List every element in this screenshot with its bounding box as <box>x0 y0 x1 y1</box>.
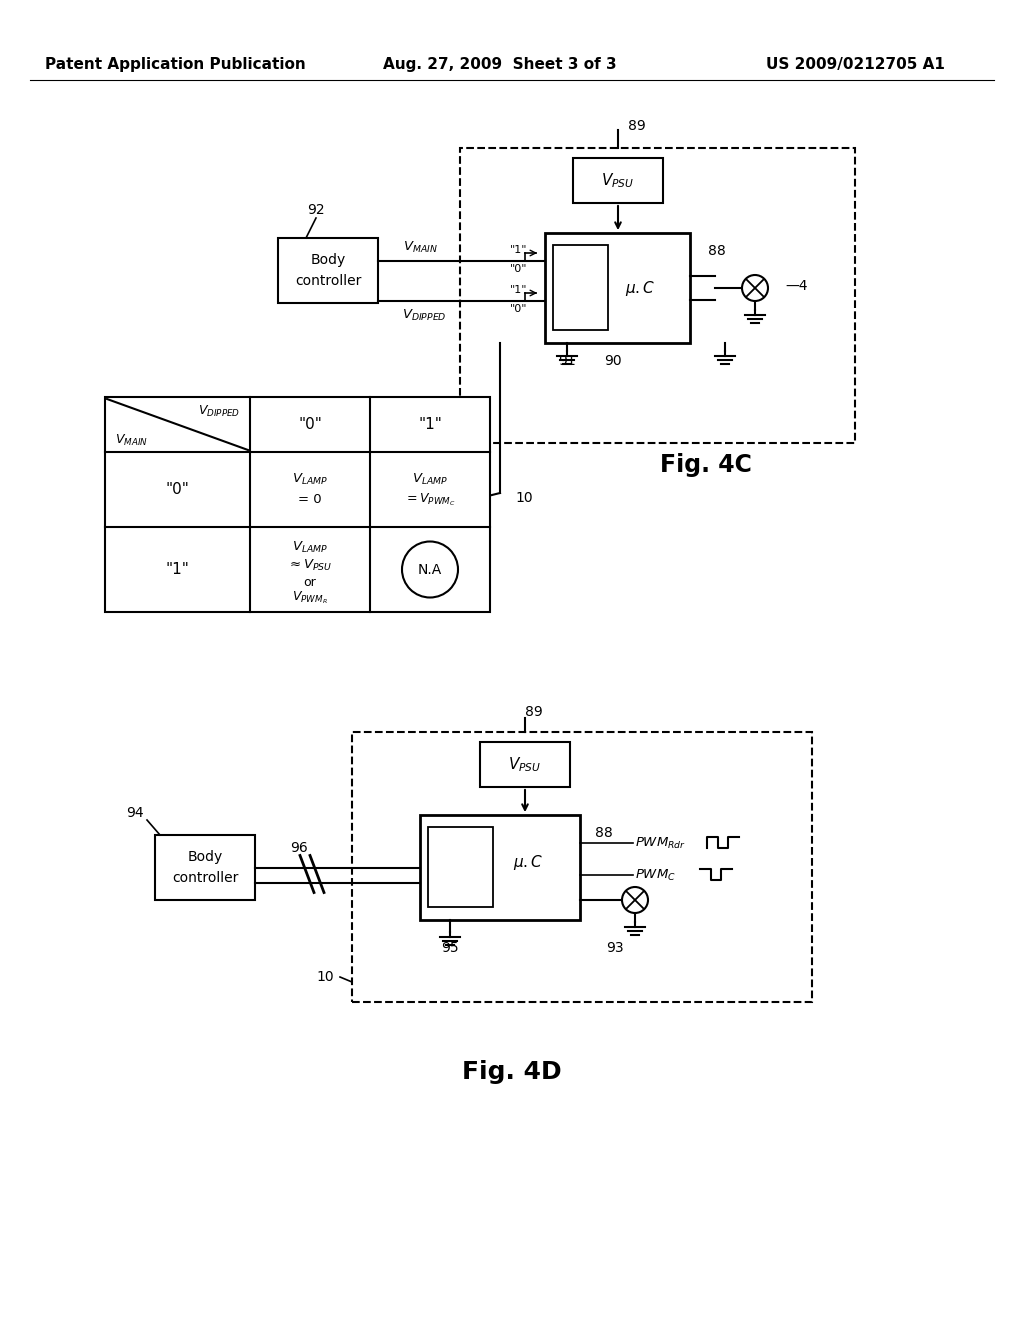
Text: 88: 88 <box>708 244 726 257</box>
Bar <box>105 397 490 612</box>
Text: 92: 92 <box>307 203 325 216</box>
Bar <box>428 828 493 907</box>
Text: $PWM_{Rdr}$: $PWM_{Rdr}$ <box>635 836 686 850</box>
Text: 96: 96 <box>290 841 308 854</box>
Text: controller: controller <box>172 871 239 884</box>
Text: 95: 95 <box>441 941 459 954</box>
Circle shape <box>622 887 648 913</box>
Circle shape <box>402 541 458 598</box>
Text: 93: 93 <box>606 941 624 954</box>
Text: 90: 90 <box>604 354 622 368</box>
Text: Body: Body <box>187 850 222 865</box>
Text: Fig. 4C: Fig. 4C <box>660 453 752 477</box>
Text: $= V_{PWM_C}$: $= V_{PWM_C}$ <box>404 491 456 508</box>
Text: 88: 88 <box>595 826 612 840</box>
Text: N.A: N.A <box>418 562 442 577</box>
Text: Fig. 4D: Fig. 4D <box>462 1060 562 1084</box>
Text: $V_{PSU}$: $V_{PSU}$ <box>508 755 542 774</box>
Text: $PWM_C$: $PWM_C$ <box>635 867 676 883</box>
Text: "0": "0" <box>510 304 527 314</box>
Bar <box>420 814 580 920</box>
Text: 10: 10 <box>515 491 532 506</box>
Text: Aug. 27, 2009  Sheet 3 of 3: Aug. 27, 2009 Sheet 3 of 3 <box>383 58 616 73</box>
Text: 94: 94 <box>126 807 143 820</box>
Text: $\approx V_{PSU}$: $\approx V_{PSU}$ <box>288 558 333 573</box>
Text: "0": "0" <box>298 417 322 432</box>
Text: $V_{DIPPED}$: $V_{DIPPED}$ <box>401 308 446 322</box>
Text: $V_{PSU}$: $V_{PSU}$ <box>601 172 635 190</box>
Text: $V_{LAMP}$: $V_{LAMP}$ <box>292 540 328 554</box>
Bar <box>352 733 812 1002</box>
Text: $V_{DIPPED}$: $V_{DIPPED}$ <box>198 404 240 418</box>
Bar <box>545 234 690 343</box>
Text: "1": "1" <box>166 562 189 577</box>
Text: 89: 89 <box>525 705 543 719</box>
Text: "1": "1" <box>510 285 527 294</box>
Text: = 0: = 0 <box>298 492 322 506</box>
Text: $V_{PWM_R}$: $V_{PWM_R}$ <box>292 589 328 606</box>
Bar <box>460 148 855 444</box>
Text: 10: 10 <box>316 970 334 983</box>
Text: "0": "0" <box>166 482 189 498</box>
Circle shape <box>742 275 768 301</box>
Text: "1": "1" <box>418 417 442 432</box>
Text: 91: 91 <box>558 354 575 368</box>
Text: $V_{MAIN}$: $V_{MAIN}$ <box>402 239 437 255</box>
Text: $\mu.C$: $\mu.C$ <box>513 853 543 873</box>
Text: US 2009/0212705 A1: US 2009/0212705 A1 <box>766 58 944 73</box>
Bar <box>573 158 663 203</box>
Bar <box>155 836 255 900</box>
Text: Body: Body <box>310 253 346 267</box>
Text: Patent Application Publication: Patent Application Publication <box>45 58 305 73</box>
Bar <box>553 246 608 330</box>
Text: controller: controller <box>295 275 361 288</box>
Text: $V_{LAMP}$: $V_{LAMP}$ <box>412 473 449 487</box>
Text: 89: 89 <box>628 119 646 133</box>
Bar <box>480 742 570 787</box>
Text: $V_{LAMP}$: $V_{LAMP}$ <box>292 473 328 487</box>
Text: $V_{MAIN}$: $V_{MAIN}$ <box>115 433 148 447</box>
Text: "1": "1" <box>510 246 527 255</box>
Bar <box>278 238 378 304</box>
Text: or: or <box>304 576 316 589</box>
Text: —4: —4 <box>785 279 808 293</box>
Text: "0": "0" <box>510 264 527 275</box>
Text: $\mu.C$: $\mu.C$ <box>625 279 655 297</box>
